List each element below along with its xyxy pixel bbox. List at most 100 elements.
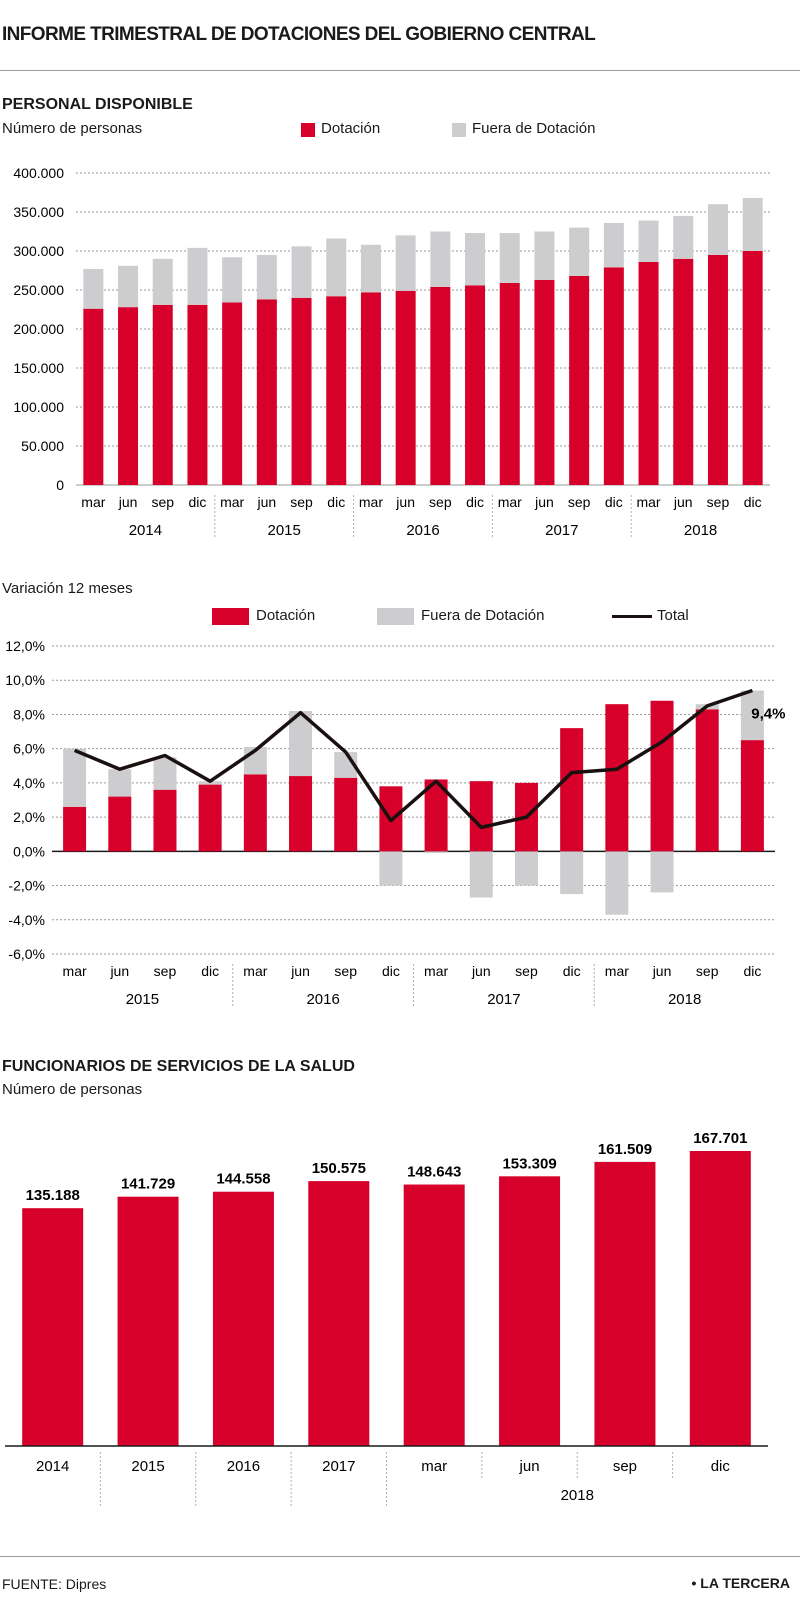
bar-fuera	[395, 235, 416, 291]
data-label: 161.509	[598, 1141, 652, 1158]
bar-funcionarios	[689, 1151, 751, 1446]
bar-dotacion	[334, 777, 358, 852]
line-total	[73, 688, 753, 830]
x-tick-label: dic	[744, 494, 762, 510]
x-tick-label: 2014	[36, 1458, 69, 1475]
data-label: 150.575	[312, 1160, 366, 1177]
x-tick-label: jun	[673, 494, 693, 510]
legend2-swatch-total	[612, 615, 652, 618]
bar-dotacion	[673, 258, 694, 485]
bar-fuera	[638, 220, 659, 262]
x-group-label: 2018	[684, 522, 717, 539]
data-label: 153.309	[502, 1155, 556, 1172]
bar-dotacion	[83, 308, 104, 485]
x-tick-label: mar	[81, 494, 105, 510]
x-group-label: 2018	[561, 1487, 594, 1504]
x-tick-label: sep	[429, 494, 452, 510]
footer-divider	[0, 1556, 800, 1557]
bar-fuera	[603, 222, 624, 268]
bar-fuera	[152, 258, 173, 305]
x-tick-label: dic	[563, 963, 581, 979]
bar-fuera	[326, 238, 347, 297]
y-tick-label: 350.000	[13, 204, 64, 220]
y-tick-label: 4,0%	[13, 775, 45, 791]
y-tick-label: -4,0%	[8, 912, 45, 928]
x-tick-label: dic	[382, 963, 400, 979]
bar-dotacion	[695, 709, 719, 852]
bar-fuera	[256, 254, 277, 300]
legend2-label-total: Total	[657, 607, 689, 624]
x-group-label: 2015	[268, 522, 301, 539]
chart1-subtitle: Número de personas	[2, 120, 143, 137]
chart-variacion: -6,0% -4,0% -2,0% 0,0% 2,0% 4,0% 6,0% 8,0% 10,0%…	[5, 638, 785, 1008]
bar-fuera	[360, 244, 381, 293]
bar-dotacion	[395, 290, 416, 485]
bar-dotacion	[560, 728, 584, 852]
y-tick-label: 0	[56, 477, 64, 493]
x-tick-label: mar	[421, 1458, 447, 1475]
bar-fuera	[291, 246, 312, 298]
bar-dotacion	[465, 285, 486, 485]
chart-personal-disponible: 0 50.000 100.000 150.000 200.000 250.000 300.0…	[13, 165, 770, 539]
x-tick-label: mar	[424, 963, 448, 979]
x-tick-label: dic	[466, 494, 484, 510]
data-label: 167.701	[693, 1130, 747, 1147]
bar-dotacion	[256, 299, 277, 485]
bar-dotacion	[153, 789, 177, 852]
bar-dotacion	[222, 302, 243, 485]
y-tick-label: 50.000	[21, 438, 64, 454]
y-tick-label: 200.000	[13, 321, 64, 337]
bar-fuera	[534, 231, 555, 280]
bar-dotacion	[605, 704, 629, 852]
bar-dotacion	[118, 307, 139, 485]
bar-funcionarios	[594, 1161, 656, 1446]
bar-fuera	[222, 257, 243, 303]
bar-fuera	[63, 748, 87, 807]
legend-swatch-fuera	[452, 123, 466, 137]
x-tick-label: dic	[201, 963, 219, 979]
bar-dotacion	[187, 304, 208, 485]
x-tick-label: jun	[534, 494, 554, 510]
x-tick-label: jun	[290, 963, 310, 979]
x-tick-label: sep	[334, 963, 357, 979]
bar-fuera	[569, 227, 590, 276]
y-tick-label: 8,0%	[13, 706, 45, 722]
bar-dotacion	[360, 292, 381, 485]
x-group-label: 2017	[545, 522, 578, 539]
x-tick-label: 2017	[322, 1458, 355, 1475]
bar-dotacion	[243, 774, 267, 852]
chart1-title: PERSONAL DISPONIBLE	[2, 96, 193, 113]
x-tick-label: dic	[605, 494, 623, 510]
x-group-label: 2014	[129, 522, 162, 539]
x-group-label: 2018	[668, 991, 701, 1008]
bar-fuera	[108, 769, 132, 797]
bar-funcionarios	[308, 1181, 370, 1446]
bar-funcionarios	[499, 1176, 561, 1446]
bar-funcionarios	[117, 1196, 179, 1446]
bar-dotacion	[638, 261, 659, 485]
bar-dotacion	[326, 296, 347, 485]
bar-fuera	[424, 851, 448, 854]
bar-dotacion	[569, 275, 590, 485]
bar-fuera	[289, 711, 313, 777]
x-tick-label: jun	[109, 963, 129, 979]
x-tick-label: 2016	[227, 1458, 260, 1475]
x-tick-label: sep	[290, 494, 313, 510]
bar-funcionarios	[212, 1191, 274, 1446]
legend2-label-dotacion: Dotación	[256, 607, 316, 624]
bar-dotacion	[603, 267, 624, 485]
x-tick-label: mar	[63, 963, 87, 979]
x-group-label: 2017	[487, 991, 520, 1008]
bar-dotacion	[534, 279, 555, 485]
y-tick-label: 100.000	[13, 399, 64, 415]
x-tick-label: mar	[220, 494, 244, 510]
legend-label-dotacion: Dotación	[321, 120, 381, 137]
bar-fuera	[118, 265, 139, 308]
footer-brand: • LA TERCERA	[691, 1575, 791, 1591]
x-tick-label: dic	[327, 494, 345, 510]
y-tick-label: -2,0%	[8, 878, 45, 894]
y-tick-label: 250.000	[13, 282, 64, 298]
x-tick-label: 2015	[131, 1458, 164, 1475]
x-tick-label: sep	[154, 963, 177, 979]
x-tick-label: dic	[743, 963, 761, 979]
